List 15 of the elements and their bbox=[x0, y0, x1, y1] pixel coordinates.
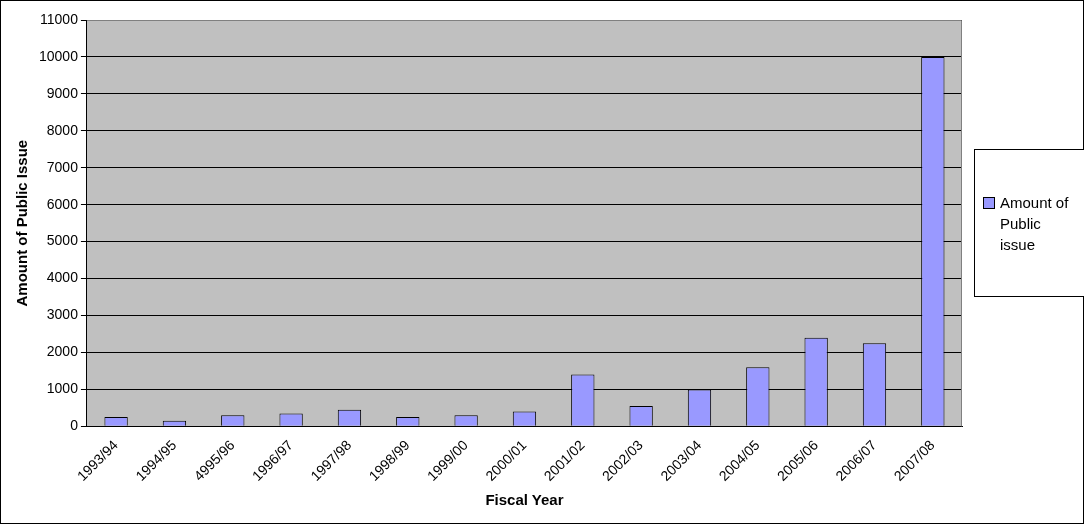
y-tick-label: 9000 bbox=[46, 84, 79, 101]
y-tick-label: 7000 bbox=[46, 158, 79, 175]
y-tick-label: 8000 bbox=[46, 121, 79, 138]
x-axis-title: Fiscal Year bbox=[485, 491, 564, 509]
y-tick-label: 3000 bbox=[46, 306, 79, 323]
y-tick-label: 2000 bbox=[46, 343, 79, 360]
y-tick-label: 10000 bbox=[38, 47, 79, 64]
legend-label: Amount of Public issue bbox=[1000, 192, 1070, 255]
y-tick-label: 6000 bbox=[46, 195, 79, 212]
y-axis-title: Amount of Public Issue bbox=[13, 139, 31, 307]
y-tick-label: 11000 bbox=[40, 10, 79, 27]
y-tick-label: 0 bbox=[70, 417, 79, 434]
y-tick-label: 1000 bbox=[46, 380, 79, 397]
y-tick-label: 5000 bbox=[46, 232, 79, 249]
y-tick-label: 4000 bbox=[46, 269, 79, 286]
